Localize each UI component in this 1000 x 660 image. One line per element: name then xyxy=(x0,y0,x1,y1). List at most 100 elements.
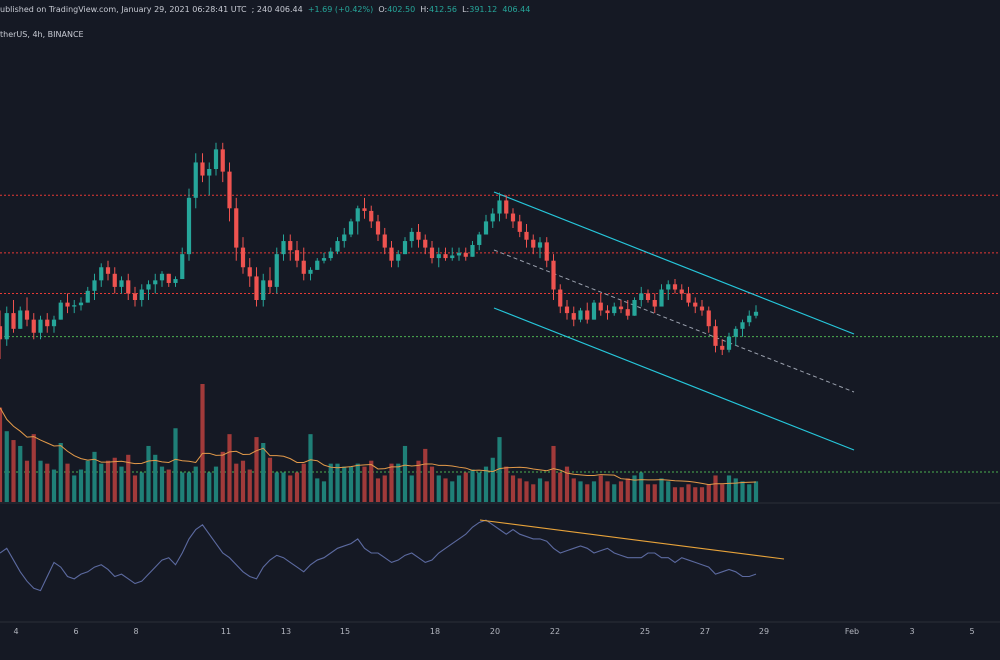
volume-bar-6 xyxy=(38,460,43,502)
candle-body-65 xyxy=(436,254,441,259)
volume-bar-77 xyxy=(517,478,522,502)
candle-81 xyxy=(544,237,549,268)
volume-bar-28 xyxy=(186,472,192,502)
candle-102 xyxy=(686,286,691,307)
x-tick-label-3: 11 xyxy=(221,627,231,636)
candle-body-82 xyxy=(551,260,556,290)
oscillator-line xyxy=(0,519,757,592)
volume-bar-78 xyxy=(524,481,529,502)
candle-54 xyxy=(362,197,367,219)
volume-bar-109 xyxy=(733,478,738,502)
volume-bar-91 xyxy=(612,484,617,502)
candle-17 xyxy=(112,267,117,294)
candle-104 xyxy=(699,300,705,316)
volume-bar-69 xyxy=(463,472,468,502)
volume-bar-20 xyxy=(132,475,138,502)
candle-55 xyxy=(369,205,374,228)
candle-97 xyxy=(652,293,657,314)
candle-body-41 xyxy=(274,254,279,287)
volume-bar-79 xyxy=(531,484,536,502)
candle-56 xyxy=(375,214,381,242)
candle-body-59 xyxy=(396,254,401,261)
candle-110 xyxy=(740,319,745,337)
candle-body-48 xyxy=(321,258,327,261)
volume-bar-60 xyxy=(402,445,408,502)
candle-64 xyxy=(429,241,435,264)
high-value: 412.56 xyxy=(429,5,457,14)
volume-bar-61 xyxy=(409,475,414,502)
candle-body-12 xyxy=(78,302,84,306)
candle-6 xyxy=(38,315,43,340)
publish-header: ublished on TradingView.com, January 29,… xyxy=(0,5,530,14)
candle-body-55 xyxy=(369,210,374,222)
candle-31 xyxy=(207,162,212,196)
x-tick-label-0: 4 xyxy=(13,627,18,636)
candle-body-36 xyxy=(240,247,246,268)
candle-34 xyxy=(227,162,232,222)
candle-92 xyxy=(618,300,624,314)
candle-body-64 xyxy=(429,247,435,259)
volume-bar-19 xyxy=(126,454,131,502)
volume-bar-55 xyxy=(369,460,374,502)
candle-60 xyxy=(402,237,408,255)
divergence-trendline xyxy=(479,519,785,560)
volume-bar-99 xyxy=(666,481,671,502)
candle-107 xyxy=(720,339,725,356)
volume-bar-31 xyxy=(207,472,212,502)
open-label: O: xyxy=(378,5,388,14)
candle-40 xyxy=(267,267,273,294)
candle-91 xyxy=(612,302,617,316)
candle-5 xyxy=(31,313,36,340)
candle-body-28 xyxy=(186,197,192,255)
candle-body-71 xyxy=(477,234,482,245)
candle-77 xyxy=(517,214,522,238)
volume-bar-46 xyxy=(308,434,313,502)
volume-bar-65 xyxy=(436,475,441,502)
candle-38 xyxy=(254,267,259,307)
candle-112 xyxy=(753,305,759,319)
candle-body-37 xyxy=(247,267,252,277)
x-tick-label-13: 3 xyxy=(909,627,914,636)
volume-bar-5 xyxy=(31,434,36,502)
x-tick-label-9: 25 xyxy=(640,627,650,636)
candle-body-96 xyxy=(645,293,651,300)
candle-29 xyxy=(193,153,198,209)
change-value: +1.69 (+0.42%) xyxy=(307,5,374,14)
candle-71 xyxy=(477,231,482,251)
candle-body-107 xyxy=(720,345,725,350)
candle-body-47 xyxy=(315,260,320,270)
volume-bar-100 xyxy=(672,487,678,502)
candle-body-90 xyxy=(605,310,610,314)
volume-bar-47 xyxy=(315,478,320,502)
candle-22 xyxy=(146,280,151,300)
candle-44 xyxy=(294,241,300,268)
candle-body-79 xyxy=(531,239,536,248)
volume-bar-66 xyxy=(443,478,448,502)
x-tick-label-8: 22 xyxy=(550,627,560,636)
volume-bar-95 xyxy=(639,472,644,502)
volume-bar-75 xyxy=(504,466,509,502)
candle-body-83 xyxy=(558,289,563,307)
candle-100 xyxy=(672,279,678,294)
volume-bar-80 xyxy=(537,478,543,502)
candle-84 xyxy=(564,300,570,320)
candle-body-57 xyxy=(382,234,387,248)
candle-53 xyxy=(355,205,360,235)
volume-bar-108 xyxy=(726,475,732,502)
candle-body-85 xyxy=(571,313,576,320)
candle-body-26 xyxy=(173,279,178,283)
volume-ma-line xyxy=(0,407,757,486)
channel-lower-line xyxy=(493,307,855,451)
candle-47 xyxy=(315,258,320,270)
candle-body-91 xyxy=(612,306,617,314)
volume-bar-45 xyxy=(301,463,306,502)
volume-bar-82 xyxy=(551,445,556,502)
oscillator-layer xyxy=(0,502,1000,592)
candle-body-76 xyxy=(510,213,516,222)
candle-body-89 xyxy=(598,302,603,311)
candle-25 xyxy=(166,273,171,287)
candle-body-40 xyxy=(267,280,273,287)
candle-58 xyxy=(389,241,394,268)
candle-37 xyxy=(247,258,252,287)
